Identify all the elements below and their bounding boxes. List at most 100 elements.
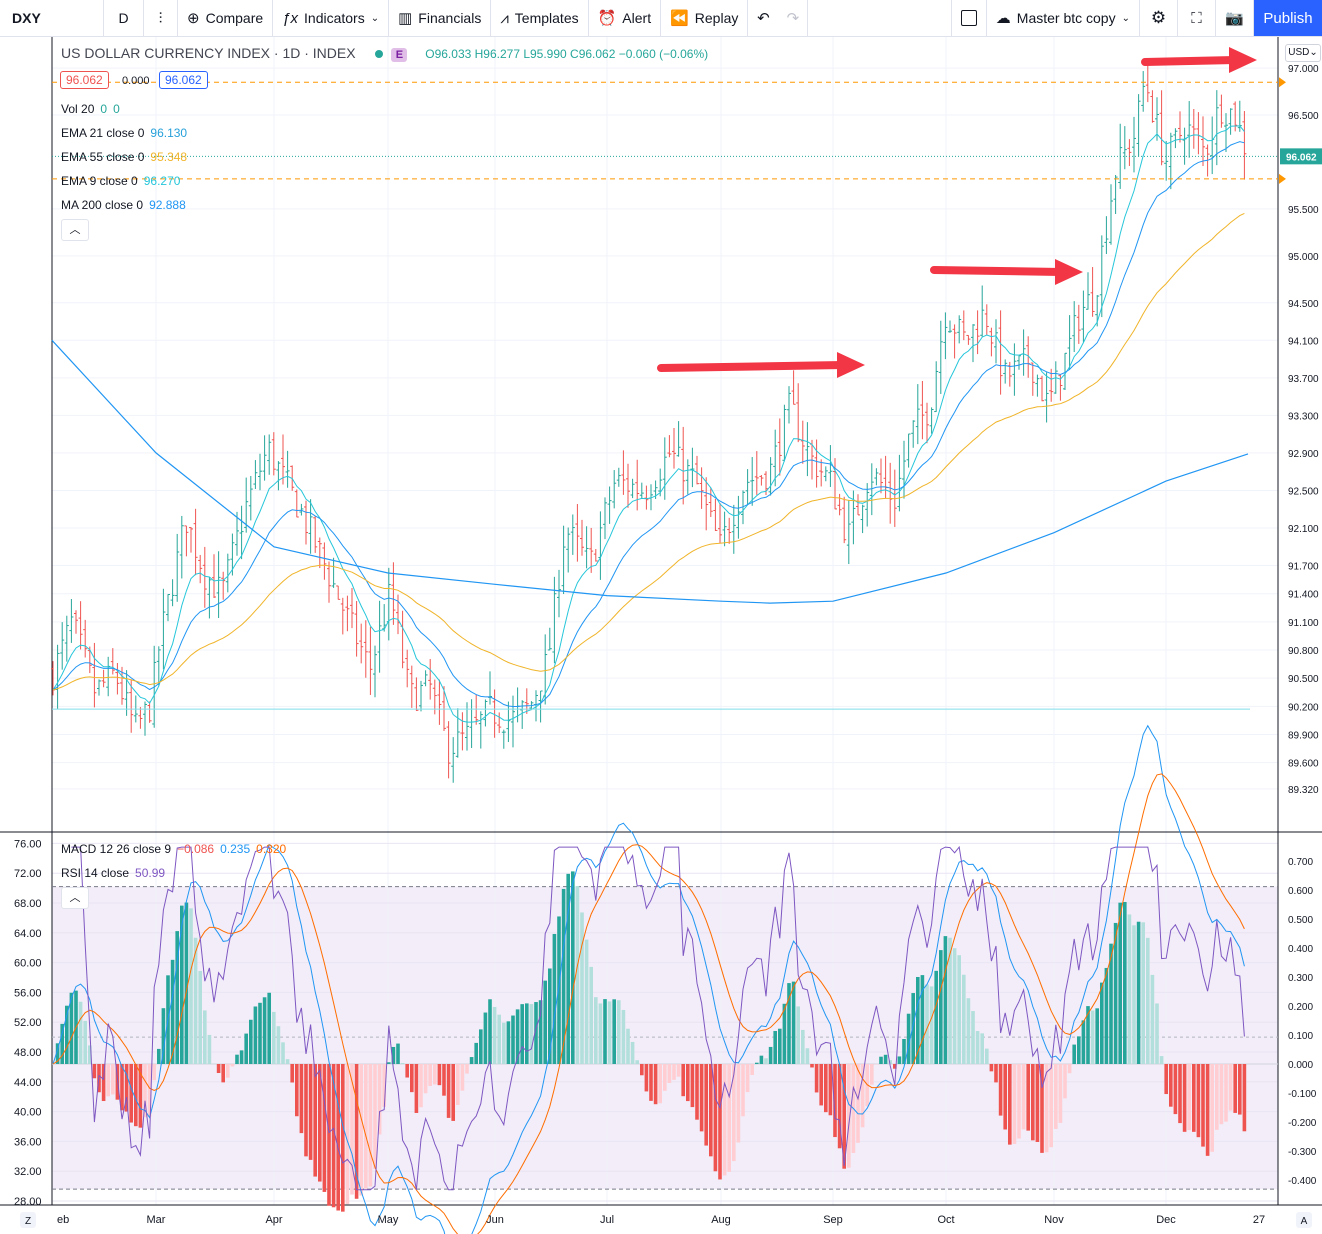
arrow-dec-head xyxy=(1229,47,1257,73)
macd-legend[interactable]: MACD 12 26 close 9 −0.086 0.235 0.320 xyxy=(61,842,292,856)
macd-hist-bar xyxy=(934,970,938,1064)
spread-value: 0.000 xyxy=(122,75,150,87)
macd-hist-bar xyxy=(433,1064,437,1085)
compare-button[interactable]: ⊕ Compare xyxy=(178,0,274,36)
macd-hist-bar xyxy=(267,992,271,1064)
macd-hist-bar xyxy=(1164,1064,1168,1095)
scroll-left-button[interactable] xyxy=(20,1212,36,1228)
macd-hist-bar xyxy=(1132,925,1136,1064)
symbol-search[interactable]: DXY xyxy=(0,0,104,36)
macd-hist-bar xyxy=(1242,1064,1247,1132)
collapse-legend-button[interactable]: ︿ xyxy=(61,219,89,241)
ema55-legend[interactable]: EMA 55 close 0 95.348 xyxy=(61,150,193,164)
publish-button[interactable]: Publish xyxy=(1254,0,1322,36)
macd-hist-bar xyxy=(442,1064,446,1096)
collapse-pane-button[interactable]: ︿ xyxy=(61,887,89,909)
alert-button[interactable]: ⏰ Alert xyxy=(589,0,662,36)
bar-style-button[interactable]: ⫶ xyxy=(144,0,178,36)
macd-hist-bar xyxy=(561,888,566,1064)
fullscreen-select-button[interactable] xyxy=(950,0,987,36)
macd-hist-bar xyxy=(322,1064,327,1192)
macd-hist-bar xyxy=(1017,1064,1021,1139)
macd-hist-bar xyxy=(368,1064,373,1187)
macd-hist-bar xyxy=(764,1058,768,1064)
macd-hist-bar xyxy=(124,1064,129,1112)
price-tick-label: 89.900 xyxy=(1288,730,1319,741)
macd-hist-bar xyxy=(985,1048,989,1064)
ask-box[interactable]: 96.062 xyxy=(159,71,208,89)
macd-hist-bar xyxy=(690,1064,695,1108)
macd-hist-bar xyxy=(755,1062,759,1064)
interval-button[interactable]: D xyxy=(104,0,144,36)
macd-hist-bar xyxy=(828,1064,833,1116)
macd-hist-bar xyxy=(1021,1064,1026,1130)
indicators-button[interactable]: ƒx Indicators ⌄ xyxy=(273,0,390,36)
redo-button[interactable]: ↷ xyxy=(778,0,809,36)
macd-hist-bar xyxy=(152,1064,156,1081)
auto-scale-button[interactable] xyxy=(1296,1212,1312,1228)
replay-button[interactable]: ⏪ Replay xyxy=(661,0,749,36)
macd-hist-bar xyxy=(143,1064,147,1118)
macd-hist-bar xyxy=(1012,1064,1017,1144)
macd-hist-bar xyxy=(382,1064,386,1107)
macd-hist-bar xyxy=(980,1033,984,1064)
ema9-line xyxy=(52,125,1245,723)
macd-hist-bar xyxy=(1141,922,1145,1064)
templates-button[interactable]: ⩘ Templates xyxy=(491,0,589,36)
bid-box[interactable]: 96.062 xyxy=(60,71,109,89)
macd-hist-bar xyxy=(83,1020,87,1064)
plus-circle-icon: ⊕ xyxy=(187,10,200,27)
chart-title: US DOLLAR CURRENCY INDEX · 1D · INDEX xyxy=(61,45,356,61)
macd-label: MACD 12 26 close 9 xyxy=(61,842,172,856)
macd-hist-bar xyxy=(879,1056,883,1064)
macd-hist-bar xyxy=(1155,1003,1159,1064)
macd-tick-label: 0.600 xyxy=(1288,886,1313,897)
macd-hist-bar xyxy=(1219,1064,1224,1125)
fx-icon: ƒx xyxy=(282,9,299,27)
macd-hist-bar xyxy=(971,1011,975,1064)
macd-hist-bar xyxy=(515,1009,520,1064)
price-tick-label: 91.400 xyxy=(1288,590,1319,601)
ema9-legend[interactable]: EMA 9 close 0 96.270 xyxy=(61,174,186,188)
arrow-nov-shaft xyxy=(930,266,1065,276)
macd-hist-bar xyxy=(906,1013,911,1064)
fullscreen-button[interactable]: ⛶ xyxy=(1178,0,1216,36)
currency-button[interactable]: USD⌄ xyxy=(1285,44,1321,62)
alert-label: Alert xyxy=(622,10,652,26)
macd-hist-bar xyxy=(184,902,189,1064)
settings-button[interactable]: ⚙ xyxy=(1140,0,1178,36)
current-price-label: 96.062 xyxy=(1286,152,1317,163)
macd-hist-bar xyxy=(966,998,971,1064)
chevron-up-icon: ︿ xyxy=(69,892,81,904)
macd-hist-bar xyxy=(686,1064,690,1102)
macd-hist-bar xyxy=(373,1064,377,1169)
undo-button[interactable]: ↶ xyxy=(748,0,778,36)
macd-hist-bar xyxy=(796,1006,800,1064)
ma200-legend[interactable]: MA 200 close 0 92.888 xyxy=(61,198,192,212)
financials-button[interactable]: ▥ Financials xyxy=(389,0,492,36)
macd-hist-bar xyxy=(350,1064,354,1195)
macd-tick-label: -0.200 xyxy=(1288,1118,1317,1129)
expand-icon: ⛶ xyxy=(1191,9,1202,27)
ema21-legend[interactable]: EMA 21 close 0 96.130 xyxy=(61,126,193,140)
bar-chart-icon: ▥ xyxy=(398,10,413,27)
vol-label: Vol 20 xyxy=(61,102,95,116)
rsi-legend[interactable]: RSI 14 close 50.99 xyxy=(61,866,171,880)
macd-hist-bar xyxy=(207,1034,212,1064)
macd-hist-bar xyxy=(180,905,184,1064)
snapshot-button[interactable]: 📷 xyxy=(1216,0,1254,36)
rsi-label: RSI 14 close xyxy=(61,866,130,880)
macd-hist-bar xyxy=(962,974,966,1064)
macd-hist-bar xyxy=(410,1064,414,1093)
symbol-label: DXY xyxy=(12,10,41,26)
arrow-aug-shaft xyxy=(657,361,847,372)
chart-area[interactable]: 97.000 96.500 95.500 95.000 94.500 94.100 93.7… xyxy=(0,37,1322,1234)
macd-hist-bar xyxy=(1109,943,1113,1064)
vol-legend[interactable]: Vol 20 0 0 xyxy=(61,102,126,116)
macd-hist-bar xyxy=(870,1064,874,1085)
macd-hist-bar xyxy=(1031,1064,1035,1141)
layout-button[interactable]: ☁ Master btc copy ⌄ xyxy=(987,0,1140,36)
macd-hist-bar xyxy=(750,1064,754,1075)
macd-hist-bar xyxy=(649,1064,653,1101)
macd-tick-label: 0.300 xyxy=(1288,973,1313,984)
